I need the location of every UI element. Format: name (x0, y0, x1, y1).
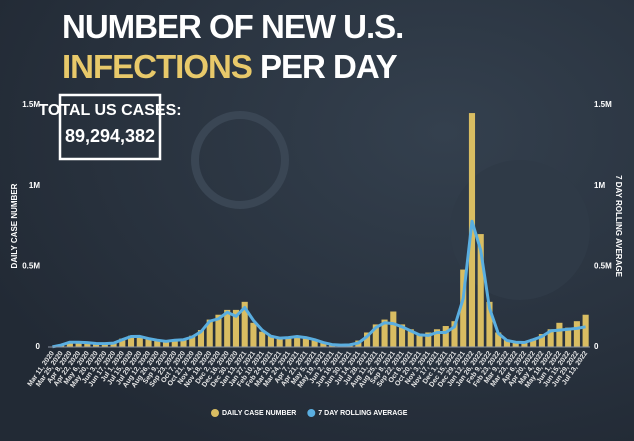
bar (460, 269, 467, 347)
virus-decoration (191, 111, 289, 209)
bar (311, 339, 318, 347)
bar (66, 341, 73, 347)
bar (197, 330, 205, 347)
title-line2: INFECTIONS PER DAY (62, 48, 398, 85)
bar (495, 332, 502, 347)
bar (320, 342, 327, 347)
bar (250, 322, 257, 347)
y2-axis-label: 7 DAY ROLLING AVERAGE (614, 175, 623, 277)
total-box (58, 93, 162, 161)
bar (530, 338, 537, 347)
bar (145, 339, 152, 347)
virus-decoration (450, 160, 590, 300)
rolling-average-line (52, 219, 586, 349)
legend-swatch (211, 409, 219, 417)
bar (171, 339, 178, 347)
bar (381, 319, 388, 347)
bar (486, 301, 493, 347)
title-highlight: INFECTIONS (62, 48, 252, 85)
bar (407, 329, 414, 347)
y-tick-label: 0.5M (22, 261, 40, 270)
y2-tick-label: 1.5M (594, 100, 612, 109)
y-tick-label: 0 (36, 342, 41, 351)
bar (398, 324, 406, 347)
bar (241, 301, 248, 347)
bar (215, 314, 222, 347)
bar (189, 335, 196, 347)
bar (477, 234, 484, 347)
bar (136, 336, 143, 347)
bar (285, 337, 292, 347)
title-line1: NUMBER OF NEW U.S. (62, 8, 403, 45)
bar (565, 327, 572, 347)
legend-swatch (307, 409, 316, 417)
bar (93, 343, 100, 347)
bar (154, 340, 161, 347)
bar (259, 331, 266, 347)
bar (224, 309, 231, 347)
bar (162, 342, 170, 347)
total-value: 89,294,382 (65, 126, 155, 146)
bar (372, 324, 379, 347)
bar (582, 314, 589, 347)
bar (267, 335, 274, 347)
title-rest: PER DAY (260, 48, 398, 85)
bar (110, 342, 117, 347)
bar (425, 332, 432, 347)
bar (390, 311, 397, 347)
legend-label: 7 DAY ROLLING AVERAGE (318, 410, 407, 417)
total-label: TOTAL US CASES: (38, 102, 181, 119)
legend-label: DAILY CASE NUMBER (222, 410, 296, 417)
bar (503, 339, 511, 347)
bar (276, 338, 283, 347)
bar (521, 342, 528, 347)
bar (206, 319, 213, 347)
bar (101, 343, 108, 347)
y2-tick-label: 1M (594, 181, 605, 190)
bar (180, 339, 187, 347)
bar (547, 329, 554, 347)
y2-tick-label: 0 (594, 342, 599, 351)
bar (364, 332, 371, 347)
y-tick-label: 1.5M (22, 100, 40, 109)
bar (75, 342, 82, 347)
bar (416, 334, 423, 347)
bar (119, 338, 126, 347)
bar (573, 321, 580, 347)
bar (433, 329, 441, 347)
y2-tick-label: 0.5M (594, 261, 612, 270)
bar (127, 335, 135, 347)
bar (512, 342, 519, 347)
bar (232, 309, 240, 347)
bar (84, 342, 91, 347)
bar (294, 335, 301, 347)
bar (538, 334, 545, 347)
bar (442, 326, 449, 347)
y-tick-label: 1M (29, 181, 40, 190)
y-axis-label: DAILY CASE NUMBER (10, 183, 19, 268)
bar (302, 338, 309, 347)
bar (556, 322, 563, 347)
bar (451, 321, 458, 347)
